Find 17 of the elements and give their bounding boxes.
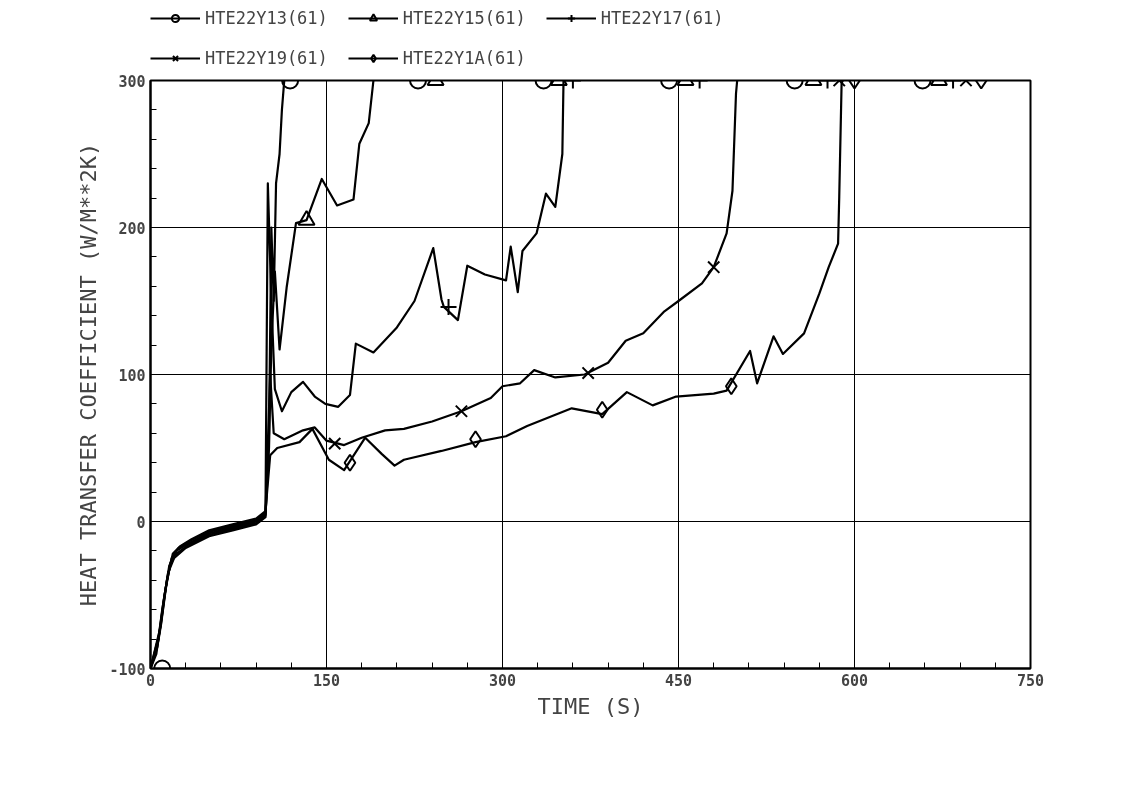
legend-label: HTE22Y17(61) xyxy=(600,8,724,28)
legend-label: HTE22Y1A(61) xyxy=(402,48,526,68)
x-tick-label: 450 xyxy=(664,671,693,690)
y-tick-label: -100 xyxy=(109,660,146,679)
legend-label: HTE22Y19(61) xyxy=(205,48,328,68)
x-tick-label: 300 xyxy=(488,671,517,690)
y-tick-label: 200 xyxy=(118,219,146,238)
legend-label: HTE22Y13(61) xyxy=(205,8,328,28)
x-tick-label: 150 xyxy=(312,671,341,690)
y-tick-label: 300 xyxy=(118,72,146,91)
x-axis-title: TIME (S) xyxy=(537,693,644,719)
legend-label: HTE22Y15(61) xyxy=(402,8,526,28)
y-axis-title: HEAT TRANSFER COEFFICIENT (W/M**2K) xyxy=(76,142,102,607)
x-tick-label: 750 xyxy=(1016,671,1045,690)
y-tick-label: 100 xyxy=(118,366,146,385)
x-tick-label: 600 xyxy=(840,671,869,690)
y-tick-label: 0 xyxy=(136,513,146,532)
